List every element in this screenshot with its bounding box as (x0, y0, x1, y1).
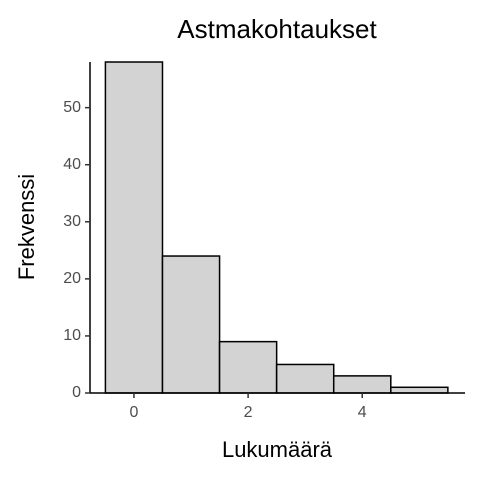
bar (390, 386, 449, 394)
chart-title: Astmakohtaukset (177, 14, 377, 44)
bar (104, 61, 164, 394)
bar (332, 375, 392, 394)
x-tick-label: 4 (358, 404, 367, 421)
y-tick-label: 20 (63, 270, 81, 287)
y-tick-label: 0 (72, 384, 81, 401)
x-tick-label: 2 (244, 404, 253, 421)
y-tick-label: 30 (63, 213, 81, 230)
x-tick-label: 0 (129, 404, 138, 421)
bar (218, 340, 278, 394)
y-tick-label: 10 (63, 327, 81, 344)
x-axis-label: Lukumäärä (222, 437, 333, 462)
y-axis-label: Frekvenssi (14, 174, 39, 280)
bar (275, 363, 335, 394)
y-tick-label: 40 (63, 156, 81, 173)
bar (161, 255, 221, 394)
y-tick-label: 50 (63, 99, 81, 116)
